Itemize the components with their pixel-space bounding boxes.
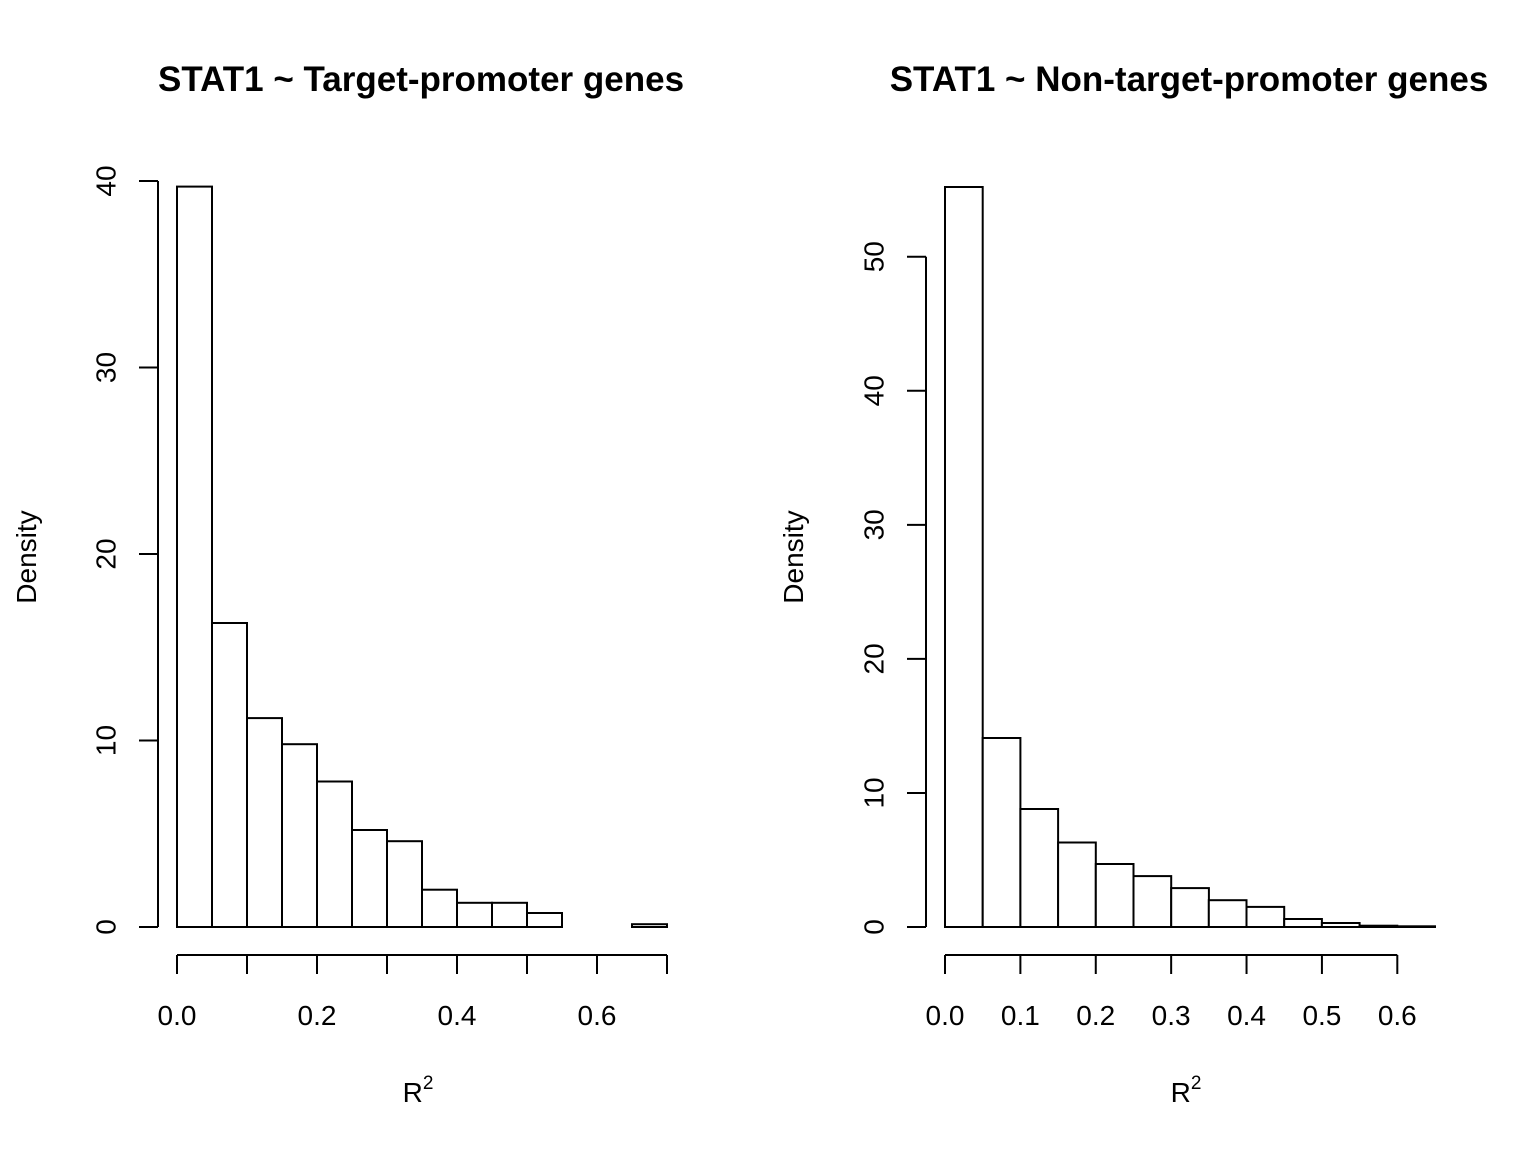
x-tick-label: 0.6 — [1378, 1000, 1417, 1031]
y-tick-label: 40 — [858, 375, 889, 406]
histogram-bar — [1132, 875, 1173, 928]
histogram-bar — [1320, 922, 1361, 928]
histogram-bar — [981, 737, 1022, 928]
y-tick-label: 0 — [90, 919, 121, 935]
x-tick-label: 0.2 — [298, 1000, 337, 1031]
histogram-bars — [944, 186, 1437, 929]
histogram-panel-target-promoter: STAT1 ~ Target-promoter genes Density R2… — [11, 60, 684, 1108]
y-axis-label: Density — [778, 510, 809, 603]
y-tick-label: 20 — [858, 643, 889, 674]
histogram-bar — [176, 185, 213, 929]
histogram-bar — [1396, 925, 1437, 928]
histogram-panel-non-target-promoter: STAT1 ~ Non-target-promoter genes Densit… — [778, 60, 1488, 1108]
y-axis: 0 10 20 30 40 50 — [858, 241, 927, 935]
histogram-bar — [211, 622, 248, 928]
histogram-bar — [1283, 918, 1323, 928]
x-axis: 0.0 0.2 0.4 0.6 — [158, 954, 668, 1031]
histogram-bar — [526, 912, 563, 928]
histogram-bar — [316, 780, 353, 928]
x-axis-label-superscript: 2 — [423, 1073, 434, 1094]
histogram-bar — [1170, 887, 1210, 928]
histogram-bar — [421, 888, 458, 929]
x-axis-label-superscript: 2 — [1191, 1073, 1202, 1094]
histogram-bar — [944, 186, 984, 928]
histogram-bar — [631, 923, 668, 929]
x-axis-label-base: R — [403, 1077, 423, 1108]
x-tick-label: 0.1 — [1001, 1000, 1040, 1031]
x-axis: 0.0 0.1 0.2 0.3 0.4 0.5 0.6 — [926, 954, 1417, 1031]
x-tick-label: 0.6 — [578, 1000, 617, 1031]
x-axis-label-base: R — [1171, 1077, 1191, 1108]
chart-title: STAT1 ~ Non-target-promoter genes — [890, 60, 1489, 99]
x-axis-label: R2 — [1171, 1073, 1202, 1108]
histogram-bar — [1019, 808, 1060, 928]
histogram-bar — [246, 717, 283, 928]
y-tick-label: 10 — [858, 777, 889, 808]
y-tick-label: 20 — [90, 538, 121, 569]
histogram-bar — [386, 840, 423, 929]
histogram-bar — [281, 743, 318, 929]
chart-title: STAT1 ~ Target-promoter genes — [158, 60, 684, 99]
histogram-bar — [1094, 863, 1135, 928]
histogram-bar — [456, 901, 493, 928]
x-tick-label: 0.0 — [926, 1000, 965, 1031]
y-tick-label: 10 — [90, 725, 121, 756]
y-tick-label: 40 — [90, 165, 121, 196]
x-axis-label: R2 — [403, 1073, 434, 1108]
y-tick-label: 30 — [858, 509, 889, 540]
y-tick-label: 30 — [90, 352, 121, 383]
histogram-bar — [351, 829, 388, 928]
histogram-bar — [1057, 841, 1097, 928]
y-tick-label: 0 — [858, 919, 889, 935]
histogram-bar — [1358, 924, 1399, 929]
histogram-bar — [1207, 899, 1248, 929]
y-axis-label: Density — [11, 510, 42, 603]
y-axis: 0 10 20 30 40 — [90, 165, 159, 935]
y-tick-label: 50 — [858, 241, 889, 272]
histogram-bars — [176, 185, 668, 929]
x-tick-label: 0.3 — [1152, 1000, 1191, 1031]
x-tick-label: 0.4 — [438, 1000, 477, 1031]
x-tick-label: 0.5 — [1302, 1000, 1341, 1031]
x-tick-label: 0.4 — [1227, 1000, 1266, 1031]
x-tick-label: 0.2 — [1076, 1000, 1115, 1031]
histogram-bar — [1245, 905, 1286, 929]
x-tick-label: 0.0 — [158, 1000, 197, 1031]
histogram-bar — [491, 901, 528, 928]
